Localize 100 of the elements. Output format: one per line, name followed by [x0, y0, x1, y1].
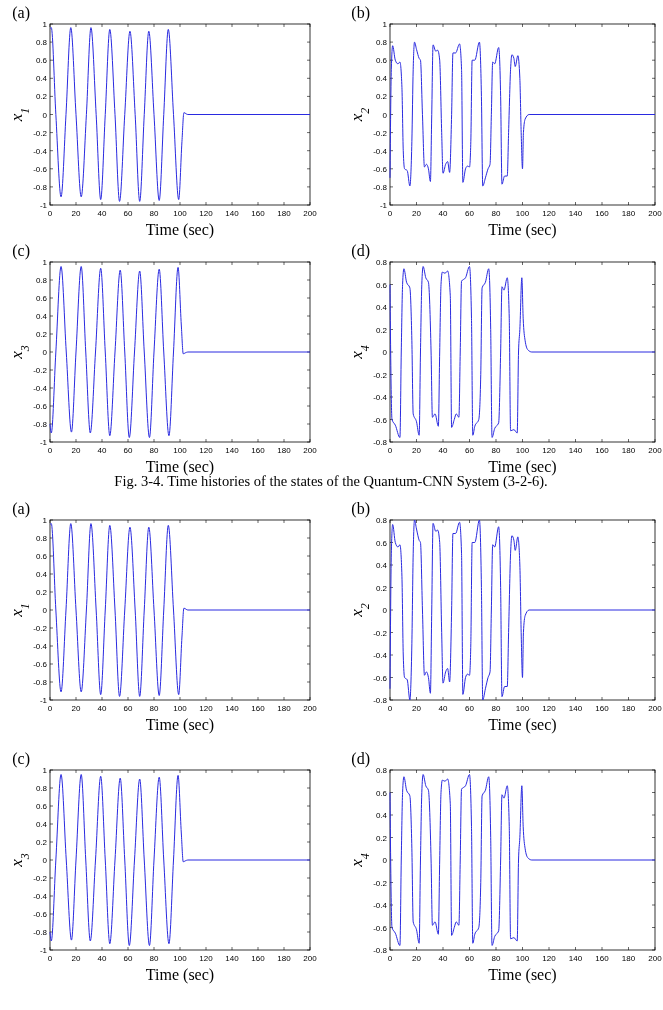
y-tick-label: -0.6 — [33, 402, 48, 411]
x-tick-label: 100 — [173, 954, 188, 963]
y-tick-label: 0.6 — [375, 280, 388, 290]
text: (c) — [12, 750, 30, 768]
x-tick-label: 40 — [438, 446, 448, 455]
y-tick-label: 0.4 — [375, 74, 388, 84]
x-tick-label: 120 — [542, 209, 557, 218]
line-series — [49, 266, 311, 438]
y-tick-label: 0.4 — [35, 74, 48, 84]
y-tick-label: 0.2 — [375, 833, 388, 843]
y-tick-label: -0.6 — [33, 660, 48, 669]
x-tick-label: 20 — [71, 209, 81, 218]
x-tick-label: 120 — [542, 954, 557, 963]
y-tick-label: 0.6 — [375, 788, 388, 798]
y-tick-label: -0.2 — [33, 366, 48, 375]
x-axis-title: Time (sec) — [488, 458, 557, 476]
y-tick-label: 0.4 — [35, 820, 48, 829]
x-tick-label: 20 — [71, 954, 81, 963]
x-tick-label: 160 — [595, 954, 610, 963]
y-tick-label: 0.2 — [35, 92, 48, 102]
x-tick-label: 180 — [621, 954, 636, 963]
x-tick-label: 40 — [438, 954, 448, 963]
y-tick-label: -0.8 — [373, 438, 388, 447]
x-tick-label: 40 — [97, 704, 107, 713]
x-tick-label: 140 — [225, 704, 240, 713]
x-tick-label: 140 — [225, 446, 240, 455]
y-tick-label: 0.6 — [35, 294, 48, 303]
line-series — [389, 41, 656, 187]
x-tick-label: 140 — [225, 954, 240, 963]
y-tick-label: -0.4 — [373, 651, 388, 660]
y-tick-label: 0.4 — [35, 570, 48, 579]
y-tick-label: 0.2 — [375, 92, 388, 102]
x-tick-label: 60 — [123, 209, 133, 218]
y-tick-label: -0.4 — [33, 892, 48, 901]
x-tick-label: 60 — [465, 446, 475, 455]
y-tick-label: 1 — [42, 20, 48, 29]
x-tick-label: 100 — [173, 704, 188, 713]
y-tick-label: -0.4 — [373, 146, 388, 156]
x-tick-label: 200 — [648, 209, 663, 218]
text: (d) — [351, 242, 370, 260]
line-series — [49, 523, 311, 697]
y-tick-label: -0.4 — [33, 642, 48, 651]
x-tick-label: 140 — [568, 704, 583, 713]
x-tick-label: 140 — [225, 209, 240, 218]
y-tick-label: 0.6 — [35, 552, 48, 561]
x-tick-label: 120 — [199, 209, 214, 218]
y-tick-label: 0.6 — [35, 56, 48, 66]
y-tick-label: 0.8 — [35, 534, 48, 543]
y-tick-label: -0.2 — [33, 624, 48, 633]
x-tick-label: 140 — [568, 209, 583, 218]
y-tick-label: -0.6 — [373, 415, 388, 425]
x-tick-label: 40 — [438, 209, 448, 218]
y-tick-label: -0.6 — [373, 923, 388, 933]
y-tick-label: 0 — [42, 606, 48, 615]
x-tick-label: 40 — [97, 209, 107, 218]
x-tick-label: 140 — [568, 446, 583, 455]
x-tick-label: 120 — [542, 446, 557, 455]
y-tick-label: 0.8 — [375, 258, 388, 267]
line-series — [389, 774, 656, 946]
x-tick-label: 20 — [412, 954, 422, 963]
x-tick-label: 200 — [303, 209, 318, 218]
x-tick-label: 180 — [621, 704, 636, 713]
y-tick-label: 0.4 — [375, 561, 388, 570]
x-axis-title: Time (sec) — [145, 458, 215, 476]
x-tick-label: 100 — [515, 704, 530, 713]
x-tick-label: 200 — [303, 704, 318, 713]
x-tick-label: 40 — [97, 446, 107, 455]
x-tick-label: 200 — [303, 954, 318, 963]
line-series — [49, 774, 311, 946]
y-tick-label: 0.8 — [35, 276, 48, 285]
x-tick-label: 20 — [412, 209, 422, 218]
y-tick-label: 0.2 — [35, 330, 48, 339]
y-tick-label: -0.4 — [373, 393, 388, 402]
text: (a) — [12, 4, 30, 22]
y-tick-label: -0.8 — [33, 182, 48, 192]
y-tick-label: 0.2 — [35, 588, 48, 597]
y-tick-label: -0.4 — [373, 901, 388, 910]
y-tick-label: 1 — [42, 766, 48, 775]
y-tick-label: -0.8 — [373, 182, 388, 192]
y-tick-label: 0.8 — [375, 38, 388, 48]
x-tick-label: 80 — [491, 446, 501, 455]
x-tick-label: 140 — [568, 954, 583, 963]
y-tick-label: -1 — [39, 946, 48, 955]
x-tick-label: 100 — [515, 446, 530, 455]
y-tick-label: 0 — [42, 348, 48, 357]
y-tick-label: 0 — [42, 856, 48, 865]
x-tick-label: 160 — [595, 704, 610, 713]
y-tick-label: 0 — [382, 348, 388, 357]
y-tick-label: -0.2 — [373, 128, 388, 138]
y-tick-label: -0.2 — [33, 874, 48, 883]
y-tick-label: 0.6 — [375, 538, 388, 548]
y-tick-label: -0.4 — [33, 146, 48, 156]
x-tick-label: 160 — [251, 209, 266, 218]
y-tick-label: 0.4 — [35, 312, 48, 321]
y-tick-label: -1 — [39, 438, 48, 447]
x-tick-label: 80 — [149, 954, 159, 963]
y-tick-label: 0.8 — [35, 784, 48, 793]
x-tick-label: 60 — [123, 704, 133, 713]
y-tick-label: -0.8 — [33, 678, 48, 687]
x-tick-label: 80 — [149, 209, 159, 218]
